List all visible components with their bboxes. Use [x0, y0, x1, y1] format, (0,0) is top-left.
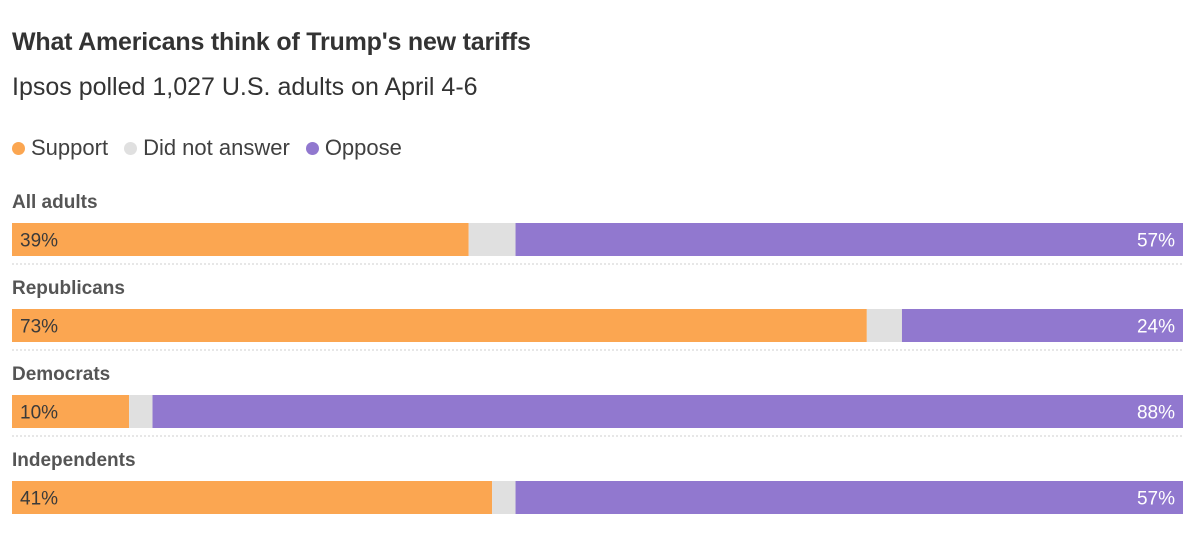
row-label-all-adults: All adults [12, 192, 98, 213]
row-label-republicans: Republicans [12, 278, 125, 299]
bar-oppose-democrats [152, 395, 1183, 428]
value-label-support-all-adults: 39% [20, 231, 58, 252]
bar-oppose-republicans [901, 309, 1183, 342]
legend-label-support: Support [31, 135, 109, 160]
bar-oppose-independents [515, 481, 1183, 514]
row-label-democrats: Democrats [12, 364, 110, 385]
value-label-oppose-democrats: 88% [1137, 403, 1175, 424]
legend-swatch-oppose [305, 141, 319, 155]
bar-support-democrats [12, 395, 130, 428]
legend-swatch-support [12, 141, 25, 155]
bar-oppose-all-adults [515, 223, 1183, 256]
legend: Support Did not answer Oppose [12, 135, 418, 161]
value-label-support-independents: 41% [20, 489, 58, 510]
value-label-oppose-independents: 57% [1137, 489, 1175, 510]
legend-item-oppose: Oppose [305, 135, 402, 161]
bar-did-not-answer-independents [492, 481, 516, 514]
bar-did-not-answer-republicans [866, 309, 902, 342]
legend-item-did-not-answer: Did not answer [124, 135, 290, 161]
value-label-support-republicans: 73% [20, 317, 58, 338]
chart-subtitle: Ipsos polled 1,027 U.S. adults on April … [12, 73, 478, 101]
bar-did-not-answer-all-adults [468, 223, 516, 256]
bar-support-all-adults [12, 223, 469, 256]
value-label-oppose-republicans: 24% [1137, 317, 1175, 338]
legend-label-did-not-answer: Did not answer [143, 135, 290, 160]
legend-swatch-did-not-answer [124, 141, 138, 155]
legend-label-oppose: Oppose [324, 135, 402, 160]
bar-did-not-answer-democrats [129, 395, 153, 428]
chart-title: What Americans think of Trump's new tari… [12, 28, 531, 56]
row-label-independents: Independents [12, 450, 136, 471]
value-label-support-democrats: 10% [20, 403, 58, 424]
legend-item-support: Support [12, 135, 108, 161]
bar-support-republicans [12, 309, 867, 342]
bar-support-independents [12, 481, 493, 514]
value-label-oppose-all-adults: 57% [1137, 231, 1175, 252]
